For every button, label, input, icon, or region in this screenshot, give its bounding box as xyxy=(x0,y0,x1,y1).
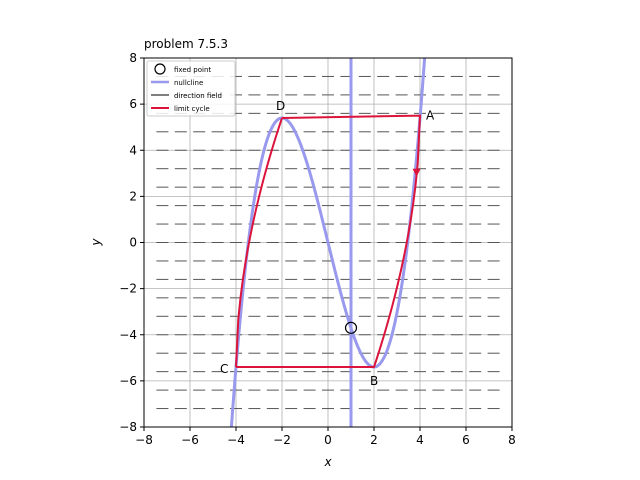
x-tick-label: −8 xyxy=(135,433,153,447)
y-axis-label: y xyxy=(89,238,103,247)
point-label-a: A xyxy=(426,109,435,123)
y-tick-label: −8 xyxy=(119,420,137,434)
y-tick-label: 4 xyxy=(129,143,137,157)
x-tick-label: 2 xyxy=(370,433,378,447)
x-tick-label: 6 xyxy=(462,433,470,447)
y-tick-label: −6 xyxy=(119,374,137,388)
cubic-nullcline xyxy=(229,58,427,427)
y-tick-label: 6 xyxy=(129,97,137,111)
limit-cycle-arrow xyxy=(412,168,421,177)
point-label-c: C xyxy=(220,362,228,376)
legend-box xyxy=(146,60,236,117)
y-tick-label: 2 xyxy=(129,189,137,203)
legend: fixed point nullcline direction field li… xyxy=(146,60,236,117)
x-axis-label: x xyxy=(323,455,332,469)
ticks: −8 −6 −4 −2 0 2 4 6 8 −8 −6 −4 −2 0 2 4 6 8 xyxy=(119,51,516,447)
point-label-b: B xyxy=(370,374,378,388)
x-tick-label: 0 xyxy=(324,433,332,447)
curves: A B C D xyxy=(220,58,435,427)
y-tick-label: −2 xyxy=(119,282,137,296)
limit-cycle xyxy=(235,114,421,369)
chart-title: problem 7.5.3 xyxy=(144,37,228,51)
x-tick-label: −4 xyxy=(227,433,245,447)
y-tick-label: −4 xyxy=(119,328,137,342)
fixed-point-marker xyxy=(344,321,358,334)
legend-nullcline-label: nullcline xyxy=(174,79,203,87)
x-tick-label: −6 xyxy=(181,433,199,447)
legend-fixed-point-label: fixed point xyxy=(174,66,211,74)
x-tick-label: −2 xyxy=(273,433,291,447)
legend-fixed-point-marker xyxy=(154,63,166,75)
x-tick-label: 4 xyxy=(416,433,424,447)
legend-limit-cycle-label: limit cycle xyxy=(174,105,210,113)
x-tick-label: 8 xyxy=(508,433,516,447)
legend-direction-field-label: direction field xyxy=(174,92,222,100)
point-label-d: D xyxy=(276,99,285,113)
direction-field xyxy=(156,75,500,410)
y-tick-label: 0 xyxy=(129,236,137,250)
y-tick-label: 8 xyxy=(129,51,137,65)
